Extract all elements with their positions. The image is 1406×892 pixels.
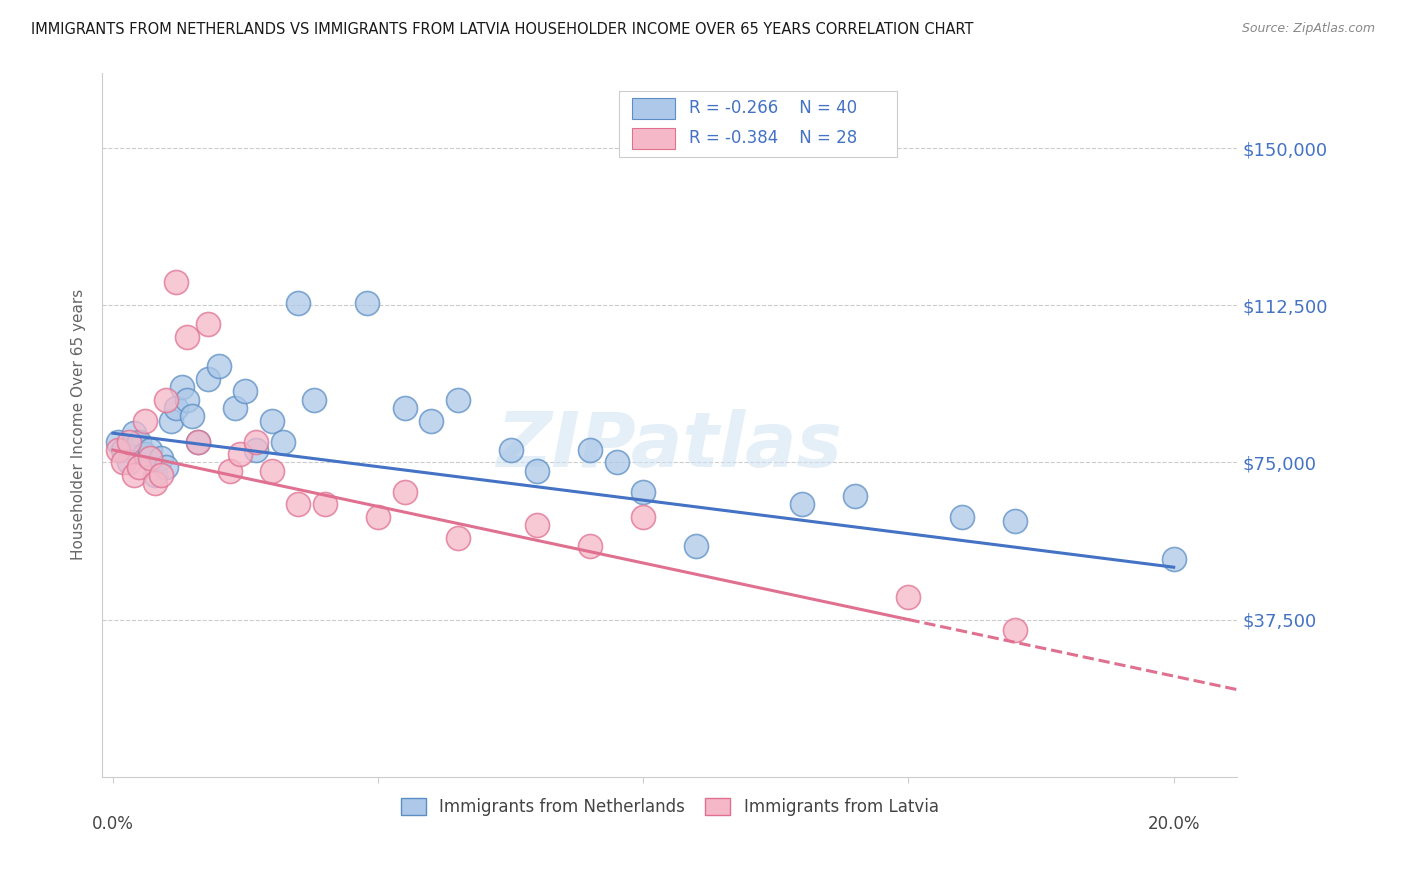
Point [367,510,389,524]
Legend: Immigrants from Netherlands, Immigrants from Latvia: Immigrants from Netherlands, Immigrants … [396,793,943,821]
Point [107,442,129,457]
Point [122,426,145,441]
Point [181,409,204,424]
Point [1004,623,1026,637]
Point [606,455,628,469]
Point [155,459,177,474]
Point [1004,514,1026,528]
Point [446,392,468,407]
Point [394,401,416,415]
Point [1163,551,1185,566]
Point [197,318,219,332]
Point [394,484,416,499]
Point [526,464,548,478]
Point [287,296,309,310]
Point [260,414,283,428]
Point [166,276,188,290]
Point [112,455,135,469]
Point [633,510,655,524]
Point [235,384,257,399]
Point [304,392,326,407]
Point [314,497,336,511]
Point [685,539,707,553]
Point [229,447,252,461]
Text: Source: ZipAtlas.com: Source: ZipAtlas.com [1241,22,1375,36]
Point [950,510,973,524]
Point [118,434,141,449]
Point [245,434,267,449]
Point [271,434,294,449]
Point [134,447,156,461]
Point [187,434,209,449]
Point [224,401,246,415]
Point [356,296,378,310]
Text: ZIPatlas: ZIPatlas [496,409,842,483]
Point [176,392,198,407]
Point [499,442,522,457]
Point [112,442,135,457]
Point [143,468,166,483]
FancyBboxPatch shape [633,97,675,119]
Point [420,414,443,428]
Point [139,451,162,466]
Point [143,476,166,491]
Point [526,518,548,533]
Point [155,392,177,407]
Point [139,442,162,457]
Point [176,330,198,344]
Point [579,539,602,553]
Point [208,359,231,373]
Point [897,590,920,604]
Point [579,442,602,457]
Point [633,484,655,499]
Point [245,442,267,457]
Text: 20.0%: 20.0% [1147,815,1199,833]
Point [160,414,183,428]
Point [107,434,129,449]
Point [134,414,156,428]
Point [170,380,193,394]
Point [128,459,150,474]
Point [187,434,209,449]
Point [197,372,219,386]
Point [260,464,283,478]
Text: 0.0%: 0.0% [91,815,134,833]
Point [218,464,240,478]
Point [792,497,814,511]
Point [122,468,145,483]
Text: R = -0.384    N = 28: R = -0.384 N = 28 [689,129,858,147]
Point [844,489,866,503]
Point [149,468,172,483]
Point [118,455,141,469]
Point [149,451,172,466]
Text: IMMIGRANTS FROM NETHERLANDS VS IMMIGRANTS FROM LATVIA HOUSEHOLDER INCOME OVER 65: IMMIGRANTS FROM NETHERLANDS VS IMMIGRANT… [31,22,973,37]
Text: R = -0.266    N = 40: R = -0.266 N = 40 [689,99,858,117]
Y-axis label: Householder Income Over 65 years: Householder Income Over 65 years [72,289,86,560]
FancyBboxPatch shape [619,91,897,157]
Point [128,434,150,449]
Point [287,497,309,511]
Point [446,531,468,545]
FancyBboxPatch shape [633,128,675,149]
Point [166,401,188,415]
